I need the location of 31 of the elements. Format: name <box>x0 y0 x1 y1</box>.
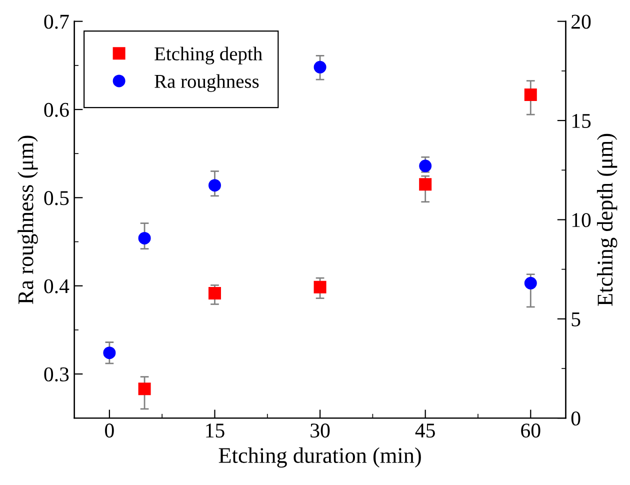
point <box>314 60 326 74</box>
point <box>314 280 326 294</box>
y2-tick-label: 5 <box>572 312 580 326</box>
y-tick-label: 0.3 <box>44 367 69 382</box>
y2-tick-label: 10 <box>572 213 591 228</box>
y-axis-title: Ra roughness (μm) <box>18 136 38 304</box>
legend-label: Ra roughness <box>154 74 259 92</box>
x-axis-title: Etching duration (min) <box>218 447 421 468</box>
point <box>138 382 151 396</box>
point <box>103 346 116 360</box>
y2-tick-label: 0 <box>571 411 580 426</box>
y2-tick-label: 20 <box>572 14 591 29</box>
point <box>524 276 537 290</box>
y-tick-label: 0.6 <box>44 102 69 118</box>
point <box>419 178 432 191</box>
point <box>138 232 151 244</box>
y2-tick-label: 15 <box>572 114 591 128</box>
x-tick-label: 60 <box>521 424 540 438</box>
x-tick-label: 0 <box>105 424 114 438</box>
point <box>419 160 432 172</box>
y-tick-label: 0.7 <box>44 14 69 29</box>
y-tick-label: 0.4 <box>44 279 70 294</box>
point <box>524 88 537 101</box>
x-tick-label: 45 <box>415 424 435 438</box>
y2-axis-title: Etching depth (μm) <box>596 134 618 306</box>
point <box>208 287 221 300</box>
legend-label: Etching depth <box>154 46 262 64</box>
x-tick-label: 15 <box>206 424 224 438</box>
point <box>208 179 221 192</box>
y-tick-label: 0.5 <box>44 191 69 206</box>
x-tick-label: 30 <box>310 424 330 438</box>
